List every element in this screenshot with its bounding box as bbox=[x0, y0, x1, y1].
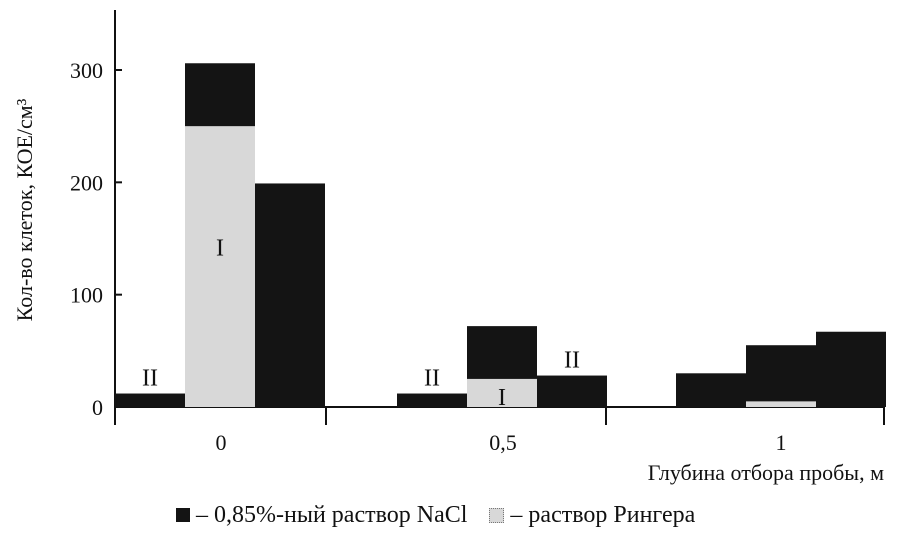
y-tick-label: 200 bbox=[70, 170, 103, 195]
bar-segment-nacl bbox=[746, 345, 816, 402]
bar-segment-nacl bbox=[397, 393, 467, 407]
x-tick-label: 0 bbox=[216, 430, 227, 455]
legend-label-nacl: – 0,85%-ный раствор NaCl bbox=[196, 501, 468, 528]
bar-segment-nacl bbox=[467, 326, 537, 379]
y-axis-title: Кол-во клеток, КОЕ/см³ bbox=[12, 98, 37, 321]
x-tick-label: 0,5 bbox=[489, 430, 517, 455]
bar-segment-nacl bbox=[816, 331, 886, 407]
bar-segment-ringer bbox=[746, 401, 816, 407]
legend-label-ringer: – раствор Рингера bbox=[510, 501, 696, 528]
y-tick-label: 300 bbox=[70, 58, 103, 83]
bar-segment-ringer bbox=[467, 378, 537, 407]
legend-item-nacl: – 0,85%-ный раствор NaCl bbox=[176, 502, 467, 529]
y-tick-label: 100 bbox=[70, 283, 103, 308]
legend-swatch-ringer bbox=[489, 507, 505, 523]
legend-item-ringer: – раствор Рингера bbox=[489, 502, 695, 529]
bar-label: I bbox=[216, 235, 224, 261]
bar-segment-nacl bbox=[255, 183, 325, 407]
bar-label: II bbox=[424, 366, 440, 392]
legend-swatch-nacl bbox=[176, 508, 190, 522]
x-axis-title: Глубина отбора пробы, м bbox=[648, 460, 884, 485]
y-tick-label: 0 bbox=[92, 395, 103, 420]
bar-segment-nacl bbox=[185, 63, 255, 127]
bar-segment-nacl bbox=[537, 375, 607, 407]
bar-label: II bbox=[142, 366, 158, 392]
bar-label: II bbox=[564, 348, 580, 374]
bar-segment-nacl bbox=[115, 393, 185, 407]
bar-segment-nacl bbox=[676, 373, 746, 407]
x-tick-label: 1 bbox=[776, 430, 787, 455]
bar-label: I bbox=[498, 385, 506, 411]
legend: – 0,85%-ный раствор NaCl – раствор Ринге… bbox=[176, 500, 717, 530]
bar-segment-ringer bbox=[185, 126, 255, 408]
